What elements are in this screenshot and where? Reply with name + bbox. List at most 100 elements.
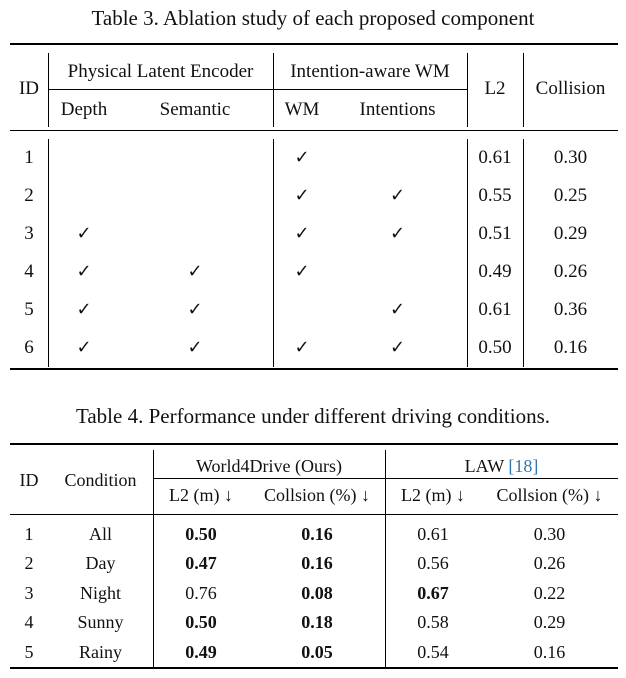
table3-cell-collision: 0.16 [553,337,588,358]
table4-vrule [385,450,386,667]
table3-cell-collision: 0.25 [553,185,588,206]
table4-cell-law-collision: 0.26 [533,553,566,574]
table3-cell-l2: 0.61 [478,299,512,320]
table3-cell-id: 6 [24,337,34,358]
table3-header-semantic: Semantic [159,99,231,120]
table4-header-world4drive: World4Drive (Ours) [195,456,342,476]
table3-cell-collision: 0.30 [553,147,588,168]
table4-cell-law-l2: 0.67 [417,582,449,603]
table3-header-intention-aware-wm: Intention-aware WM [290,61,450,82]
table4-cell-ours-collision: 0.08 [301,582,333,603]
table4-header-law-collision: Collsion (%) ↓ [496,485,603,505]
table4-cell-id: 5 [24,641,34,662]
table4-cell-ours-l2: 0.49 [185,641,217,662]
table3-header-depth: Depth [60,99,108,120]
table3-cell-l2: 0.51 [478,223,512,244]
table3-vrule-body [48,139,49,367]
checkmark-icon: ✓ [389,337,406,358]
checkmark-icon: ✓ [294,337,310,358]
table3-group-rule [48,89,468,90]
table4-cell-ours-collision: 0.18 [301,612,333,633]
table3-cell-collision: 0.26 [553,261,588,282]
table4-cell-id: 4 [24,612,34,633]
table4-cell-law-collision: 0.16 [533,641,566,662]
checkmark-icon: ✓ [294,185,310,206]
table3-cell-l2: 0.49 [478,261,512,282]
table3-header-rule [10,130,618,131]
table3-cell-l2: 0.50 [478,337,512,358]
table3-cell-id: 5 [24,299,34,320]
table4-cell-ours-l2: 0.50 [185,524,217,544]
table4-cell-condition: Day [85,553,116,574]
table3-cell-collision: 0.36 [553,299,588,320]
table4-cell-ours-collision: 0.16 [301,524,333,544]
table4-cell-law-collision: 0.22 [533,582,566,603]
table4-cell-id: 1 [24,524,34,544]
table4-cell-ours-l2: 0.50 [185,612,217,633]
checkmark-icon: ✓ [76,299,92,320]
checkmark-icon: ✓ [76,223,92,244]
citation-link[interactable]: [18] [508,456,539,476]
table3-vrule-body [467,139,468,367]
table3-caption: Table 3. Ablation study of each proposed… [91,6,535,30]
table3-header-wm: WM [284,99,320,120]
table4-header-id: ID [19,470,39,490]
table4-cell-condition: Night [79,582,121,603]
checkmark-icon: ✓ [389,185,406,206]
table3-cell-id: 2 [24,185,34,206]
table4-cell-condition: Sunny [77,612,124,633]
table4-cell-condition: Rainy [79,641,122,662]
table4-cell-ours-l2: 0.76 [185,582,217,603]
table4-header-law-l2: L2 (m) ↓ [401,485,465,505]
table4-cell-law-collision: 0.30 [533,524,566,544]
table4-header-rule [10,514,618,515]
table4-bottom-rule [10,667,618,669]
table4-vrule [153,450,154,667]
table3-cell-l2: 0.61 [478,147,512,168]
table4-cell-ours-l2: 0.47 [185,553,217,574]
checkmark-icon: ✓ [294,223,310,244]
table3-header-id: ID [18,78,40,99]
table3-vrule-header [273,53,274,127]
table4-header-ours-l2: L2 (m) ↓ [169,485,233,505]
table3-cell-id: 1 [24,147,34,168]
table4-cell-law-l2: 0.56 [417,553,449,574]
checkmark-icon: ✓ [187,337,203,358]
checkmark-icon: ✓ [294,261,310,282]
table4-cell-condition: All [88,524,112,544]
table3-vrule-header [523,53,524,127]
table4-cell-law-l2: 0.58 [417,612,449,633]
checkmark-icon: ✓ [76,261,92,282]
checkmark-icon: ✓ [76,337,92,358]
checkmark-icon: ✓ [294,147,310,168]
checkmark-icon: ✓ [187,261,203,282]
law-label: LAW [464,456,504,476]
table4-cell-law-l2: 0.54 [417,641,449,662]
table3-bottom-rule [10,368,618,370]
table4-cell-id: 3 [24,582,34,603]
table4-header-law: LAW [18] [385,455,618,477]
table4-cell-id: 2 [24,553,34,574]
table4-cell-ours-collision: 0.05 [301,641,333,662]
table3-header-physical-latent-encoder: Physical Latent Encoder [67,61,254,82]
table4-cell-law-l2: 0.61 [417,524,449,544]
table3-cell-l2: 0.55 [478,185,512,206]
table4-cell-ours-collision: 0.16 [301,553,333,574]
table3-top-rule [10,43,618,45]
table4-header-ours-collision: Collsion (%) ↓ [264,485,370,505]
checkmark-icon: ✓ [389,223,406,244]
table3-cell-id: 4 [24,261,34,282]
table3-cell-collision: 0.29 [553,223,588,244]
table3-header-l2: L2 [484,78,506,99]
table3-vrule-body [523,139,524,367]
table4-top-rule [10,443,618,445]
table3-vrule-header [48,53,49,127]
table3-header-collision: Collision [535,78,606,99]
table3-header-intentions: Intentions [359,99,436,120]
table4-caption: Table 4. Performance under different dri… [76,404,550,428]
checkmark-icon: ✓ [187,299,203,320]
checkmark-icon: ✓ [389,299,406,320]
table4-header-condition: Condition [64,470,137,490]
table3-vrule-header [467,53,468,127]
